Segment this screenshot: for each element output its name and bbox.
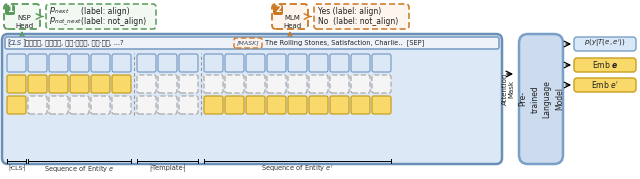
FancyBboxPatch shape bbox=[137, 54, 156, 72]
Text: (label: align): (label: align) bbox=[81, 6, 130, 16]
FancyBboxPatch shape bbox=[372, 96, 391, 114]
FancyBboxPatch shape bbox=[137, 96, 156, 114]
FancyBboxPatch shape bbox=[49, 75, 68, 93]
FancyBboxPatch shape bbox=[288, 54, 307, 72]
Text: CLS: CLS bbox=[9, 40, 22, 46]
FancyBboxPatch shape bbox=[7, 75, 26, 93]
FancyBboxPatch shape bbox=[91, 96, 110, 114]
FancyBboxPatch shape bbox=[574, 58, 636, 72]
FancyBboxPatch shape bbox=[351, 75, 370, 93]
FancyBboxPatch shape bbox=[267, 75, 286, 93]
FancyBboxPatch shape bbox=[309, 96, 328, 114]
FancyBboxPatch shape bbox=[225, 96, 244, 114]
Text: $p_{next}$: $p_{next}$ bbox=[49, 6, 70, 16]
FancyBboxPatch shape bbox=[574, 78, 636, 92]
FancyBboxPatch shape bbox=[5, 37, 499, 49]
FancyBboxPatch shape bbox=[309, 54, 328, 72]
Text: ]: ] bbox=[22, 38, 25, 47]
FancyBboxPatch shape bbox=[234, 38, 262, 48]
FancyBboxPatch shape bbox=[267, 96, 286, 114]
FancyBboxPatch shape bbox=[112, 54, 131, 72]
Text: [MASK]: [MASK] bbox=[237, 40, 259, 45]
Text: Emb $\boldsymbol{e}$: Emb $\boldsymbol{e}$ bbox=[592, 59, 618, 71]
FancyBboxPatch shape bbox=[309, 75, 328, 93]
Text: (label: not_align): (label: not_align) bbox=[81, 18, 146, 26]
FancyBboxPatch shape bbox=[49, 54, 68, 72]
FancyBboxPatch shape bbox=[330, 75, 349, 93]
FancyBboxPatch shape bbox=[372, 75, 391, 93]
FancyBboxPatch shape bbox=[179, 75, 198, 93]
FancyBboxPatch shape bbox=[273, 5, 283, 15]
FancyBboxPatch shape bbox=[246, 75, 265, 93]
FancyBboxPatch shape bbox=[351, 54, 370, 72]
FancyBboxPatch shape bbox=[204, 54, 223, 72]
FancyBboxPatch shape bbox=[137, 75, 156, 93]
FancyBboxPatch shape bbox=[112, 96, 131, 114]
FancyBboxPatch shape bbox=[225, 54, 244, 72]
FancyBboxPatch shape bbox=[330, 96, 349, 114]
Text: Yes (label: align): Yes (label: align) bbox=[318, 6, 381, 16]
Text: Attention
Mask: Attention Mask bbox=[502, 73, 515, 105]
Text: No  (label: not_align): No (label: not_align) bbox=[318, 18, 398, 26]
FancyBboxPatch shape bbox=[246, 96, 265, 114]
FancyBboxPatch shape bbox=[246, 54, 265, 72]
FancyBboxPatch shape bbox=[179, 96, 198, 114]
FancyBboxPatch shape bbox=[70, 96, 89, 114]
FancyBboxPatch shape bbox=[158, 75, 177, 93]
FancyBboxPatch shape bbox=[519, 34, 563, 164]
FancyBboxPatch shape bbox=[28, 54, 47, 72]
FancyBboxPatch shape bbox=[158, 54, 177, 72]
Text: $p_{not\_next}$: $p_{not\_next}$ bbox=[49, 16, 82, 28]
FancyBboxPatch shape bbox=[225, 75, 244, 93]
FancyBboxPatch shape bbox=[204, 75, 223, 93]
Text: MLM
Head: MLM Head bbox=[283, 16, 301, 28]
FancyBboxPatch shape bbox=[288, 75, 307, 93]
FancyBboxPatch shape bbox=[49, 96, 68, 114]
FancyBboxPatch shape bbox=[574, 37, 636, 51]
FancyBboxPatch shape bbox=[179, 54, 198, 72]
Text: Emb $\boldsymbol{e'}$: Emb $\boldsymbol{e'}$ bbox=[591, 79, 619, 91]
FancyBboxPatch shape bbox=[288, 96, 307, 114]
Text: NSP
Head: NSP Head bbox=[15, 16, 33, 28]
FancyBboxPatch shape bbox=[91, 75, 110, 93]
FancyBboxPatch shape bbox=[46, 4, 156, 29]
FancyBboxPatch shape bbox=[267, 54, 286, 72]
Text: Pre-
trained
Language
Model: Pre- trained Language Model bbox=[518, 80, 564, 118]
FancyBboxPatch shape bbox=[330, 54, 349, 72]
FancyBboxPatch shape bbox=[7, 96, 26, 114]
Text: $p(y|T(e,e'))$: $p(y|T(e,e'))$ bbox=[584, 38, 626, 50]
Text: 1: 1 bbox=[7, 6, 13, 14]
FancyBboxPatch shape bbox=[28, 96, 47, 114]
FancyBboxPatch shape bbox=[314, 4, 409, 29]
Text: ├Template┤: ├Template┤ bbox=[148, 164, 187, 172]
FancyBboxPatch shape bbox=[28, 75, 47, 93]
Text: [: [ bbox=[7, 38, 10, 47]
FancyBboxPatch shape bbox=[351, 96, 370, 114]
Text: Sequence of Entity $e'$: Sequence of Entity $e'$ bbox=[261, 164, 333, 175]
FancyBboxPatch shape bbox=[272, 4, 308, 29]
Text: The Rolling Stones, Satisfaction, Charlie..  [SEP]: The Rolling Stones, Satisfaction, Charli… bbox=[265, 40, 424, 46]
Text: Sequence of Entity $e$: Sequence of Entity $e$ bbox=[44, 164, 115, 174]
FancyBboxPatch shape bbox=[204, 96, 223, 114]
FancyBboxPatch shape bbox=[372, 54, 391, 72]
FancyBboxPatch shape bbox=[7, 54, 26, 72]
FancyBboxPatch shape bbox=[91, 54, 110, 72]
FancyBboxPatch shape bbox=[70, 54, 89, 72]
FancyBboxPatch shape bbox=[112, 75, 131, 93]
FancyBboxPatch shape bbox=[158, 96, 177, 114]
Text: 滚石乐队, 无法满足, 基思·理查兹, 查利·沃茨, ...?: 滚石乐队, 无法满足, 基思·理查兹, 查利·沃茨, ...? bbox=[25, 40, 124, 46]
FancyBboxPatch shape bbox=[70, 75, 89, 93]
FancyBboxPatch shape bbox=[5, 5, 15, 15]
Text: ├CLS┤: ├CLS┤ bbox=[7, 164, 26, 171]
FancyBboxPatch shape bbox=[2, 34, 502, 164]
Text: 2: 2 bbox=[275, 6, 281, 14]
FancyBboxPatch shape bbox=[4, 4, 40, 29]
